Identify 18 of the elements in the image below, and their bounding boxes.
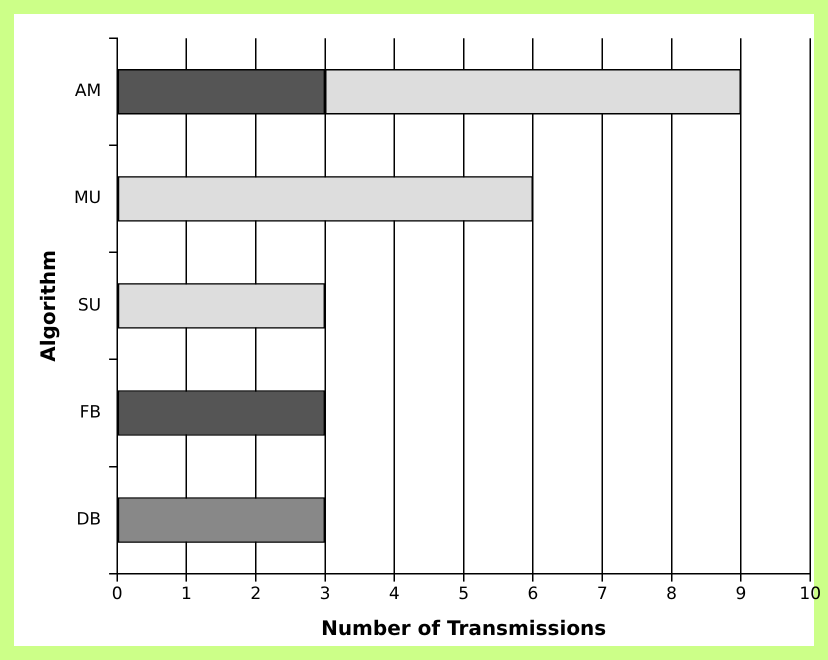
x-tick-label: 6 [528,584,538,604]
x-tick-label: 3 [320,584,330,604]
y-tick-label: SU [78,295,102,316]
x-tick-label: 0 [112,584,123,604]
x-tick-label: 5 [458,584,470,604]
y-tick-label: DB [76,509,102,530]
x-tick-label: 10 [799,584,822,604]
x-tick-label: 1 [181,584,192,604]
y-tick-label: AM [74,81,102,102]
y-tick-label: MU [74,188,102,208]
x-tick-label: 7 [596,584,608,604]
y-tick-label: FB [80,402,102,422]
x-tick-label: 9 [735,584,746,604]
y-axis-title: Algorithm [36,250,60,362]
x-tick-label: 4 [388,584,400,604]
x-axis-title: Number of Transmissions [321,616,606,640]
x-tick-label: 2 [250,584,262,604]
x-tick-label: 8 [666,584,677,604]
